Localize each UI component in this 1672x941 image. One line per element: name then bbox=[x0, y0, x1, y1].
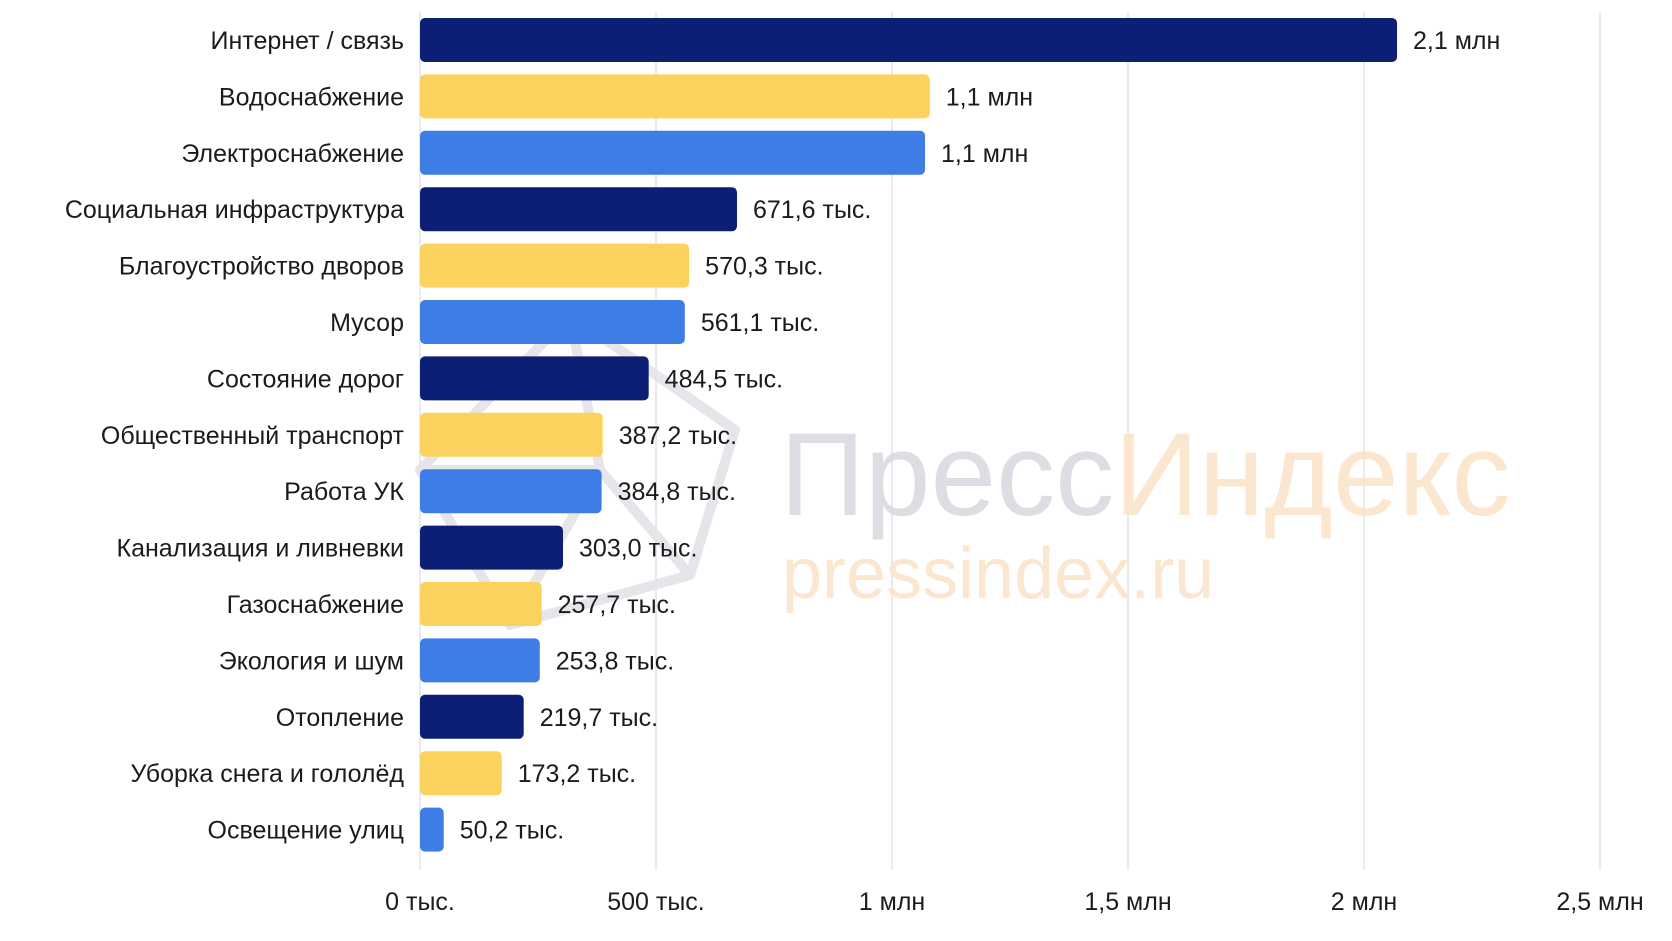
bar bbox=[420, 525, 564, 570]
bar bbox=[420, 130, 926, 175]
category-label: Состояние дорог bbox=[207, 365, 404, 393]
category-label: Мусор bbox=[330, 309, 404, 337]
value-label: 561,1 тыс. bbox=[701, 309, 819, 337]
bar bbox=[420, 582, 542, 626]
bar bbox=[420, 356, 649, 401]
category-label: Общественный транспорт bbox=[101, 422, 405, 450]
bar bbox=[420, 74, 930, 119]
category-labels: Интернет / связь Водоснабжение Электроснаб… bbox=[65, 27, 405, 845]
value-label: 2,1 млн bbox=[1413, 27, 1500, 55]
watermark-url: pressindex.ru bbox=[782, 534, 1214, 614]
category-label: Социальная инфраструктура bbox=[65, 196, 404, 224]
category-label: Электроснабжение bbox=[181, 140, 404, 168]
bar bbox=[420, 638, 540, 683]
bar bbox=[420, 694, 524, 739]
bar bbox=[420, 18, 1398, 62]
value-label: 384,8 тыс. bbox=[618, 478, 736, 506]
x-tick-label: 0 тыс. bbox=[385, 888, 455, 916]
category-label: Уборка снега и гололёд bbox=[130, 760, 404, 788]
category-label: Интернет / связь bbox=[211, 27, 404, 55]
value-label: 253,8 тыс. bbox=[556, 647, 674, 675]
bar bbox=[420, 751, 502, 796]
bar bbox=[420, 412, 603, 457]
x-tick-label: 2 млн bbox=[1331, 888, 1397, 916]
bar bbox=[420, 300, 685, 344]
category-label: Благоустройство дворов bbox=[119, 253, 404, 281]
x-tick-label: 1,5 млн bbox=[1084, 888, 1171, 916]
value-label: 219,7 тыс. bbox=[540, 704, 658, 732]
value-label: 1,1 млн bbox=[946, 83, 1033, 111]
bars bbox=[420, 18, 1398, 852]
bar bbox=[420, 469, 602, 514]
watermark-title: ПрессИндекс bbox=[780, 409, 1510, 541]
x-tick-label: 1 млн bbox=[859, 888, 925, 916]
category-label: Работа УК bbox=[284, 478, 404, 506]
x-tick-label: 500 тыс. bbox=[607, 888, 705, 916]
category-label: Освещение улиц bbox=[208, 817, 404, 845]
value-labels: 2,1 млн 1,1 млн 1,1 млн 671,6 тыс. 570,3 тыс… bbox=[460, 27, 1501, 845]
category-label: Газоснабжение bbox=[227, 591, 404, 619]
value-label: 303,0 тыс. bbox=[579, 535, 697, 563]
value-label: 50,2 тыс. bbox=[460, 817, 564, 845]
bar bbox=[420, 243, 690, 288]
value-label: 570,3 тыс. bbox=[705, 253, 823, 281]
value-label: 1,1 млн bbox=[941, 140, 1028, 168]
watermark: ПрессИндекс pressindex.ru bbox=[415, 310, 1510, 630]
value-label: 387,2 тыс. bbox=[619, 422, 737, 450]
value-label: 257,7 тыс. bbox=[558, 591, 676, 619]
category-label: Канализация и ливневки bbox=[117, 535, 405, 563]
bar bbox=[420, 187, 737, 232]
x-axis-ticks: 0 тыс. 500 тыс. 1 млн 1,5 млн 2 млн 2,5 млн bbox=[385, 888, 1644, 916]
category-label: Экология и шум bbox=[219, 647, 404, 675]
category-label: Водоснабжение bbox=[219, 83, 404, 111]
bar bbox=[420, 807, 444, 852]
value-label: 484,5 тыс. bbox=[665, 365, 783, 393]
value-label: 173,2 тыс. bbox=[518, 760, 636, 788]
category-label: Отопление bbox=[276, 704, 404, 732]
value-label: 671,6 тыс. bbox=[753, 196, 871, 224]
x-tick-label: 2,5 млн bbox=[1556, 888, 1643, 916]
